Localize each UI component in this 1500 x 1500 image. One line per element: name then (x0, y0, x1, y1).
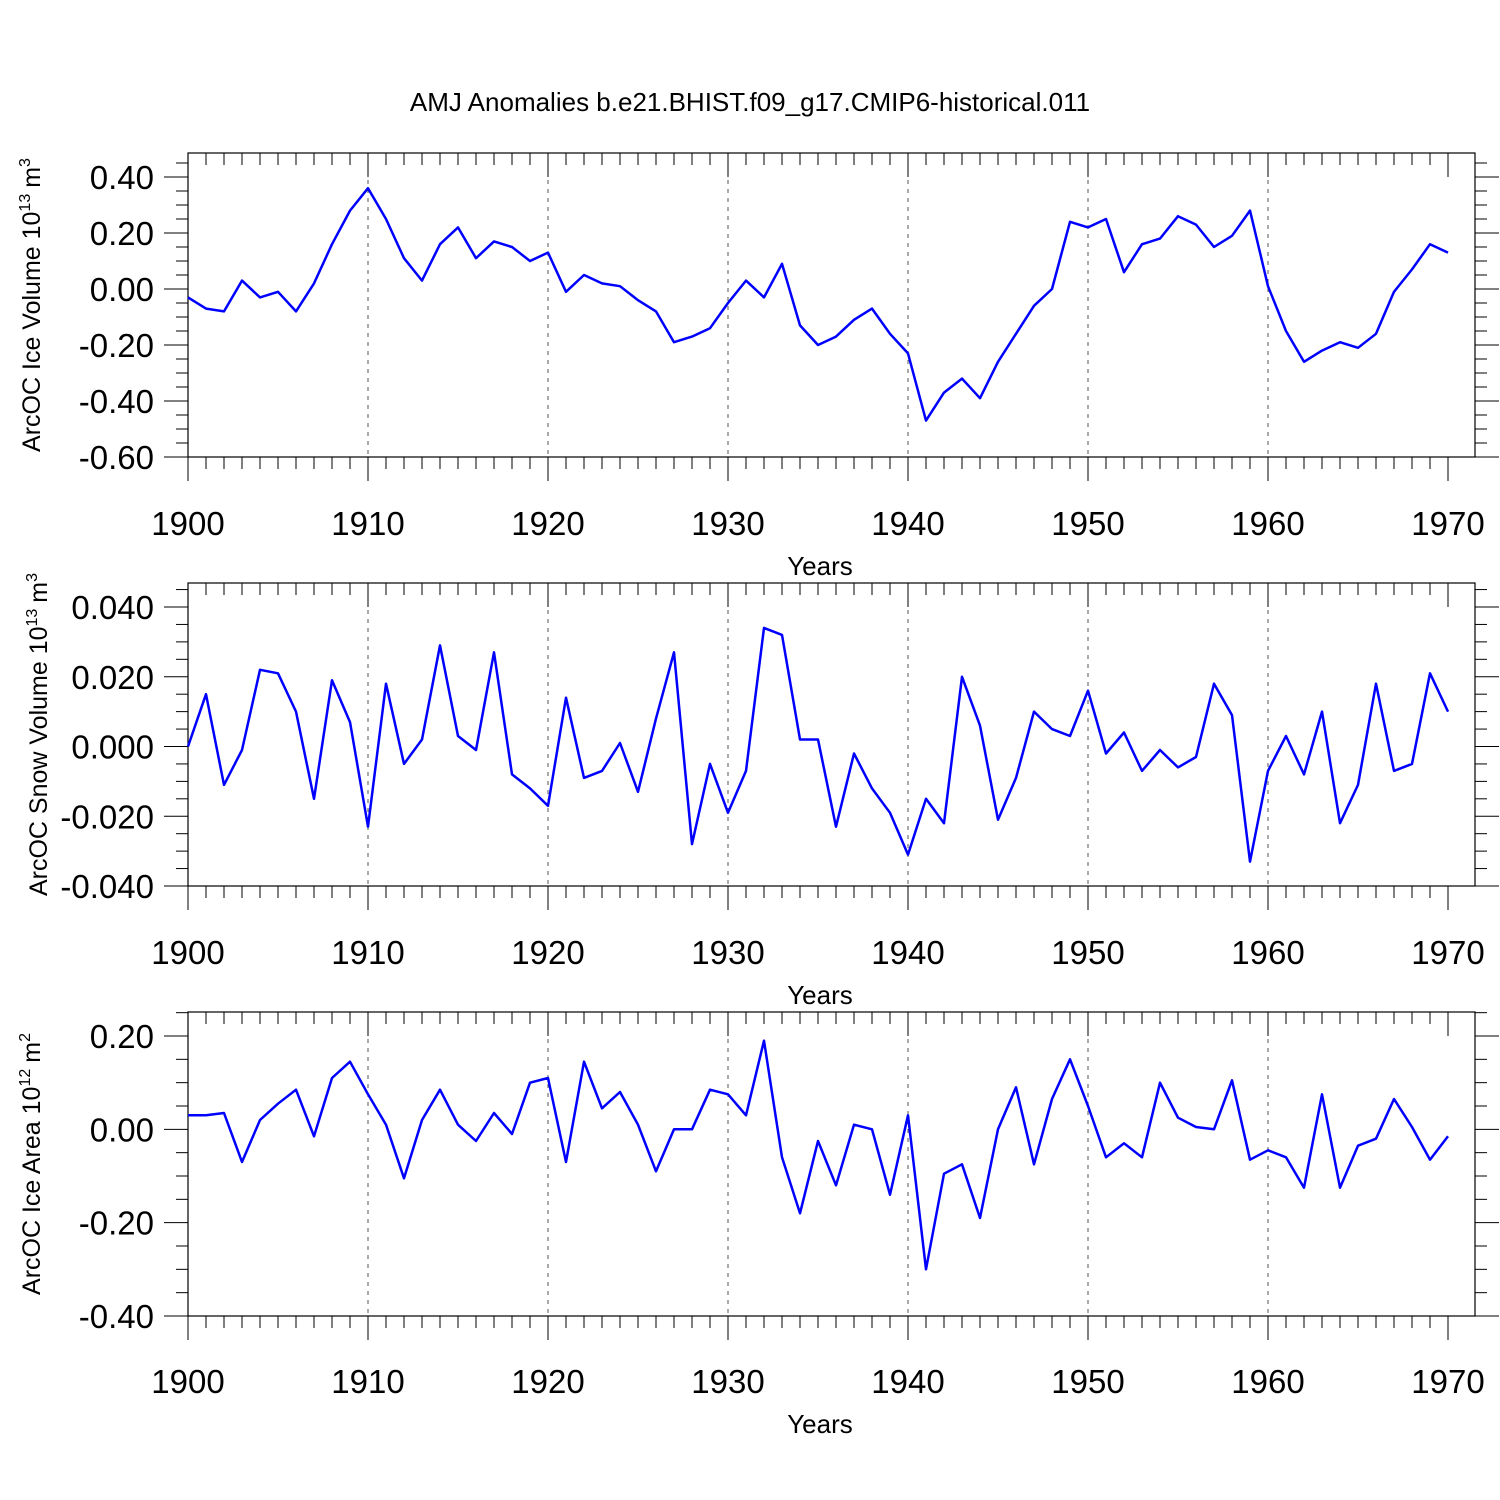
x-tick-label: 1900 (151, 934, 224, 971)
y-tick-label: -0.20 (79, 327, 154, 364)
plot-frame (187, 1011, 1476, 1317)
series-line (186, 626, 1450, 863)
y-tick-label: -0.60 (79, 439, 154, 476)
x-tick-label: 1920 (511, 505, 584, 542)
y-axis-label: ArcOC Ice Area 1012 m2 (17, 1033, 46, 1295)
x-tick-label: 1970 (1411, 1363, 1484, 1400)
x-tick-label: 1950 (1051, 1363, 1124, 1400)
x-tick-label: 1920 (511, 934, 584, 971)
y-axis-label-text: ArcOC Ice Volume 10 (18, 212, 46, 452)
x-tick-label: 1970 (1411, 505, 1484, 542)
y-tick-label: 0.00 (90, 1111, 154, 1148)
panel-1: -0.60 -0.40 -0.20 0.00 0.20 0.40 1900 1910 1920 1… (17, 152, 1499, 581)
x-tick-label: 1900 (151, 505, 224, 542)
y-tick-label: 0.00 (90, 271, 154, 308)
series-line (188, 1039, 1449, 1271)
plot-frame (187, 152, 1476, 458)
y-tick-label: 0.20 (90, 1018, 154, 1055)
y-axis-label-unit-exponent: 2 (17, 1033, 34, 1042)
y-tick-label: 0.040 (71, 589, 154, 626)
x-tick-label: 1920 (511, 1363, 584, 1400)
x-tick-label: 1960 (1231, 934, 1304, 971)
x-tick-label: 1910 (331, 505, 404, 542)
plot-frame (187, 582, 1476, 887)
y-axis-label: ArcOC Snow Volume 1013 m3 (24, 573, 53, 896)
x-axis-label: Years (787, 980, 853, 1010)
y-tick-label: -0.40 (79, 1298, 154, 1335)
x-tick-label: 1950 (1051, 934, 1124, 971)
x-tick-label: 1910 (331, 934, 404, 971)
series-line (187, 186, 1449, 422)
y-tick-label: 0.20 (90, 215, 154, 252)
y-axis-label-unit: m (25, 582, 53, 603)
x-tick-label: 1930 (691, 934, 764, 971)
x-axis-label: Years (787, 551, 853, 581)
y-axis-label-exponent: 13 (17, 194, 34, 212)
y-tick-label: -0.020 (60, 798, 154, 835)
panel-2: -0.040 -0.020 0.000 0.020 0.040 1900 1910 1920 1… (24, 573, 1499, 1010)
y-axis-label-exponent: 12 (17, 1069, 34, 1087)
x-tick-label: 1950 (1051, 505, 1124, 542)
x-tick-label: 1940 (871, 934, 944, 971)
y-axis-label-text: ArcOC Ice Area 10 (18, 1087, 46, 1295)
y-axis-label-unit-exponent: 3 (24, 573, 41, 582)
x-tick-label: 1910 (331, 1363, 404, 1400)
x-tick-label: 1940 (871, 505, 944, 542)
x-tick-label: 1900 (151, 1363, 224, 1400)
panels-group: -0.60 -0.40 -0.20 0.00 0.20 0.40 1900 1910 1920 1… (17, 152, 1499, 1439)
y-tick-label: -0.040 (60, 868, 154, 905)
panel-3: -0.40 -0.20 0.00 0.20 1900 1910 1920 1930 1940 19… (17, 1011, 1499, 1439)
y-tick-label: -0.40 (79, 383, 154, 420)
x-tick-label: 1930 (691, 1363, 764, 1400)
x-tick-label: 1960 (1231, 505, 1304, 542)
x-tick-label: 1970 (1411, 934, 1484, 971)
y-axis-label-exponent: 13 (24, 609, 41, 627)
y-tick-label: 0.000 (71, 729, 154, 766)
y-axis-label-unit: m (18, 167, 46, 188)
x-axis-label: Years (787, 1409, 853, 1439)
y-axis-label-unit-exponent: 3 (17, 158, 34, 167)
y-axis-label-text: ArcOC Snow Volume 10 (25, 626, 53, 896)
y-axis-label: ArcOC Ice Volume 1013 m3 (17, 158, 46, 452)
x-tick-label: 1930 (691, 505, 764, 542)
figure-title: AMJ Anomalies b.e21.BHIST.f09_g17.CMIP6-… (410, 87, 1090, 117)
y-tick-label: 0.40 (90, 159, 154, 196)
x-tick-label: 1960 (1231, 1363, 1304, 1400)
y-tick-label: -0.20 (79, 1205, 154, 1242)
y-axis-label-unit: m (18, 1042, 46, 1063)
y-tick-label: 0.020 (71, 659, 154, 696)
x-tick-label: 1940 (871, 1363, 944, 1400)
